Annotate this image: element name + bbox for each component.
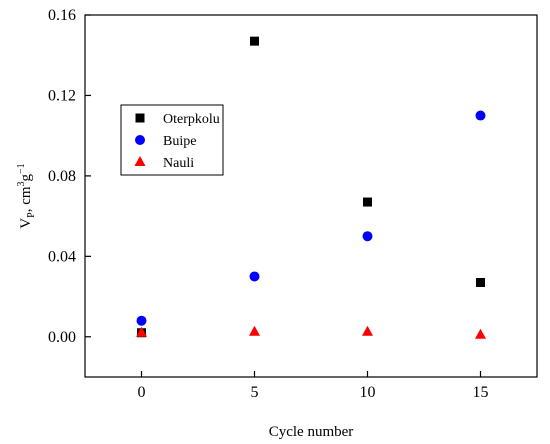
y-tick-label: 0.00 xyxy=(48,329,76,346)
legend-label-buipe: Buipe xyxy=(163,134,196,149)
legend-marker-oterpkolu xyxy=(135,113,145,123)
legend-label-nauli: Nauli xyxy=(163,156,194,171)
x-axis-title: Cycle number xyxy=(269,424,354,440)
point-oterpkolu xyxy=(250,36,259,46)
point-buipe xyxy=(249,271,260,282)
point-buipe xyxy=(136,315,147,326)
y-axis-title-mid: g xyxy=(18,173,34,181)
point-buipe xyxy=(362,231,373,242)
legend: Oterpkolu Buipe Nauli xyxy=(120,104,224,176)
point-oterpkolu xyxy=(476,277,485,287)
y-axis-title-main: V xyxy=(18,218,34,229)
y-tick-label: 0.08 xyxy=(48,168,76,185)
y-axis-title-sup1: 3 xyxy=(16,181,27,186)
y-tick-label: 0.12 xyxy=(48,87,76,104)
x-tick-label: 5 xyxy=(251,384,259,401)
y-axis-title: VP, cm3g−1 xyxy=(16,163,37,228)
x-tick-label: 0 xyxy=(138,384,146,401)
y-axis-title-sub: P xyxy=(26,212,37,218)
x-tick-label: 15 xyxy=(473,384,489,401)
legend-marker-nauli xyxy=(134,156,146,166)
y-tick-label: 0.04 xyxy=(48,248,76,265)
y-tick-label: 0.16 xyxy=(48,7,76,24)
data-points xyxy=(136,36,486,339)
y-axis-title-sup2: −1 xyxy=(16,163,27,174)
point-nauli xyxy=(475,328,486,339)
y-axis-ticks: 0.00 0.04 0.08 0.12 0.16 xyxy=(48,7,91,346)
x-tick-label: 10 xyxy=(360,384,376,401)
legend-label-oterpkolu: Oterpkolu xyxy=(163,112,220,127)
point-nauli xyxy=(362,325,373,336)
point-nauli xyxy=(136,326,147,337)
point-buipe xyxy=(475,110,486,121)
point-nauli xyxy=(249,325,260,336)
point-oterpkolu xyxy=(363,197,372,207)
legend-marker-buipe xyxy=(135,135,145,145)
x-axis-ticks: 0 5 10 15 xyxy=(138,371,489,401)
y-axis-title-rest: , cm xyxy=(18,186,34,212)
plot-frame xyxy=(84,14,538,378)
